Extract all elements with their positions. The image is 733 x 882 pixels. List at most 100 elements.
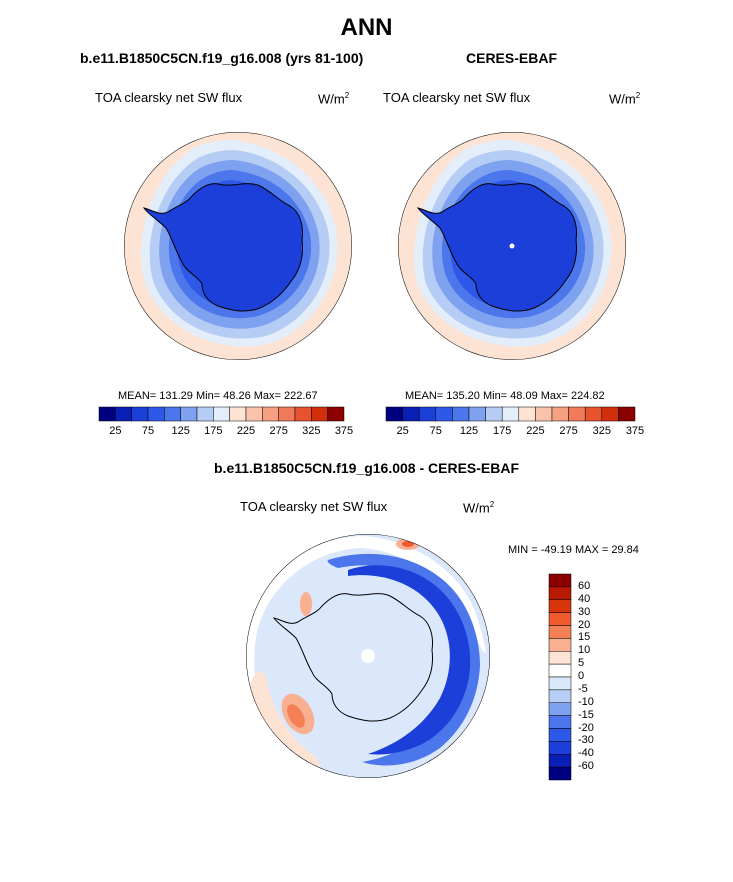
panel3-colorbar-tick-label: -20 — [578, 721, 594, 734]
panel1-colorbar-tick-label: 325 — [302, 425, 321, 437]
panel1-colorbar-swatch — [213, 406, 230, 422]
panel3-colorbar — [548, 573, 572, 781]
panel1-colorbar-swatch — [294, 406, 312, 422]
panel3-colorbar-swatch — [548, 573, 572, 588]
panel2-colorbar-swatch — [485, 406, 503, 422]
panel2-colorbar-tick-label: 325 — [592, 425, 611, 437]
panel1-colorbar — [98, 406, 345, 422]
panel2-colorbar-tick-label: 25 — [396, 425, 409, 437]
panel3-units: W/m2 — [463, 500, 494, 515]
panel3-colorbar-swatch — [548, 625, 572, 639]
panel2-colorbar-tick-label: 125 — [459, 425, 479, 437]
panel1-colorbar-swatch — [311, 406, 328, 422]
panel3-colorbar-swatch — [548, 728, 572, 742]
panel1-colorbar-swatch — [180, 406, 198, 422]
panel3-colorbar-tick-label: -10 — [578, 695, 594, 708]
panel2-stats: MEAN= 135.20 Min= 48.09 Max= 224.82 — [405, 390, 605, 402]
panel2-colorbar-swatch — [452, 406, 470, 422]
panel1-colorbar-swatch — [115, 406, 132, 422]
panel1-variable-label: TOA clearsky net SW flux — [95, 90, 243, 105]
panel3-colorbar-tick-label: -15 — [578, 708, 594, 721]
panel3-colorbar-swatch — [548, 599, 572, 613]
panel2-colorbar-swatch — [551, 406, 569, 422]
panel1-colorbar-swatch — [229, 406, 247, 422]
panel1-colorbar-tick-label: 175 — [204, 425, 223, 437]
panel3-colorbar-tick-label: -30 — [578, 734, 594, 747]
panel1-colorbar-swatch — [262, 406, 279, 422]
panel3-colorbar-tick-label: 30 — [578, 605, 591, 618]
panel3-colorbar-tick-label: 40 — [578, 592, 591, 605]
panel3-case-title: b.e11.B1850C5CN.f19_g16.008 - CERES-EBAF — [214, 460, 520, 476]
panel2-units-exp: 2 — [635, 91, 641, 100]
panel3-diff-polar-map — [246, 534, 490, 778]
main-title: ANN — [340, 14, 393, 41]
panel2-colorbar-swatch — [501, 406, 520, 422]
panel1-colorbar-swatch — [278, 406, 296, 422]
panel3-colorbar-swatch — [548, 612, 572, 626]
panel3-colorbar-swatch — [548, 638, 572, 652]
panel3-colorbar-tick-label: 5 — [578, 657, 585, 670]
panel2-colorbar-swatch — [435, 406, 453, 422]
panel2-colorbar-tick-label: 275 — [559, 425, 578, 437]
panel2-colorbar-swatch — [568, 406, 586, 422]
panel1-units-exp: 2 — [344, 91, 350, 100]
panel3-colorbar-swatch — [548, 702, 572, 716]
panel1-colorbar-tick-label: 75 — [141, 425, 155, 437]
panel3-colorbar-swatch — [548, 663, 572, 678]
panel3-colorbar-swatch — [548, 766, 572, 781]
panel3-colorbar-swatch — [548, 651, 572, 665]
panel1-colorbar-swatch — [164, 406, 181, 422]
panel1-colorbar-swatch — [245, 406, 263, 422]
panel1-colorbar-swatch — [327, 406, 345, 422]
panel1-units-base: W/m — [318, 91, 345, 107]
panel3-colorbar-swatch — [548, 676, 572, 691]
panel2-colorbar-swatch — [584, 406, 603, 422]
panel2-colorbar-swatch — [402, 406, 420, 422]
panel2-colorbar-tick-label: 175 — [493, 425, 512, 437]
panel1-units: W/m2 — [318, 91, 349, 106]
panel2-polar-map — [398, 132, 626, 360]
panel2-colorbar — [385, 406, 636, 422]
panel2-colorbar-tick-label: 375 — [625, 425, 645, 437]
panel2-colorbar-swatch — [601, 406, 619, 422]
panel1-colorbar-tick-label: 275 — [269, 425, 288, 437]
panel3-colorbar-tick-label: -60 — [578, 760, 594, 773]
panel1-colorbar-tick-label: 375 — [334, 425, 354, 437]
panel1-polar-map — [124, 132, 352, 360]
panel3-colorbar-tick-label: 60 — [578, 579, 591, 592]
panel1-case-title: b.e11.B1850C5CN.f19_g16.008 (yrs 81-100) — [80, 50, 364, 66]
panel3-units-exp: 2 — [489, 500, 495, 509]
panel3-units-base: W/m — [463, 500, 490, 516]
panel3-colorbar-swatch — [548, 715, 572, 729]
panel1-colorbar-tick-label: 225 — [236, 425, 256, 437]
panel2-units: W/m2 — [609, 91, 640, 106]
panel3-colorbar-tick-label: 0 — [578, 670, 585, 682]
panel3-variable-label: TOA clearsky net SW flux — [240, 499, 388, 514]
panel1-colorbar-swatch — [98, 406, 116, 422]
panel3-colorbar-tick-label: -5 — [578, 682, 588, 695]
panel2-colorbar-swatch — [385, 406, 403, 422]
panel1-colorbar-ticks: 25 75 125 175 225 275 325 375 — [99, 425, 353, 439]
panel3-colorbar-tick-label: 15 — [578, 631, 591, 644]
panel3-colorbar-swatch — [548, 754, 572, 768]
panel3-colorbar-tick-label: 10 — [578, 644, 591, 657]
panel1-colorbar-tick-label: 125 — [171, 425, 190, 437]
panel2-colorbar-tick-label: 75 — [429, 425, 442, 437]
panel3-colorbar-tick-label: -40 — [578, 747, 594, 760]
panel3-stats: MIN = -49.19 MAX = 29.84 — [508, 544, 639, 556]
panel1-colorbar-tick-label: 25 — [109, 425, 122, 437]
panel3-colorbar-swatch — [548, 741, 572, 755]
panel2-colorbar-swatch — [518, 406, 536, 422]
panel2-variable-label: TOA clearsky net SW flux — [383, 90, 531, 105]
panel2-case-title: CERES-EBAF — [466, 50, 558, 66]
panel1-colorbar-swatch — [131, 406, 149, 422]
panel2-colorbar-swatch — [468, 406, 486, 422]
panel3-colorbar-tick-label: 20 — [578, 618, 591, 631]
panel2-units-base: W/m — [609, 91, 636, 107]
panel2-colorbar-swatch — [418, 406, 437, 422]
panel1-colorbar-swatch — [147, 406, 165, 422]
panel3-colorbar-swatch — [548, 689, 572, 703]
panel2-colorbar-ticks: 25 75 125 175 225 275 325 375 — [386, 425, 644, 439]
panel3-colorbar-swatch — [548, 586, 572, 600]
panel2-colorbar-swatch — [618, 406, 636, 422]
